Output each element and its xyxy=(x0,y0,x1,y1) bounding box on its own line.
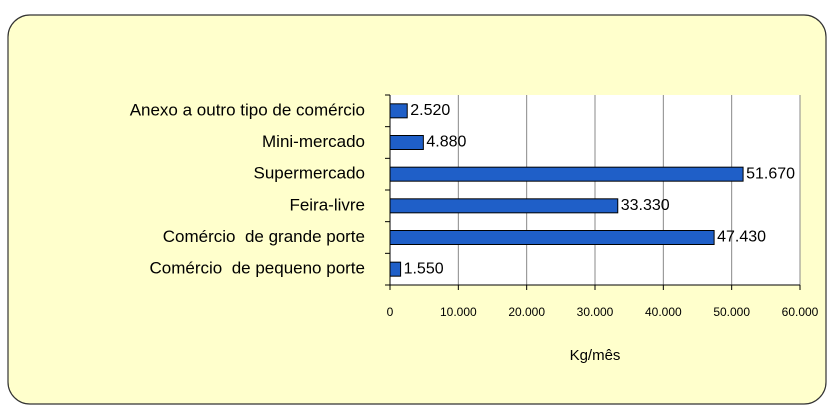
y-tick-label: Comércio de grande porte xyxy=(163,227,365,246)
x-tick-label: 60.000 xyxy=(782,305,819,319)
value-label: 2.520 xyxy=(410,102,450,119)
x-axis-label: Kg/mês xyxy=(570,347,621,364)
value-label: 47.430 xyxy=(717,229,766,246)
value-label: 4.880 xyxy=(426,134,466,151)
bar xyxy=(389,230,715,245)
x-tick-label: 30.000 xyxy=(577,305,614,319)
bar xyxy=(389,166,744,182)
bar xyxy=(389,198,619,214)
y-tick-label: Feira-livre xyxy=(289,195,365,214)
y-tick-label: Supermercado xyxy=(253,164,365,183)
bar xyxy=(389,103,408,119)
x-tick-label: 40.000 xyxy=(645,305,682,319)
x-tick-label: 20.000 xyxy=(508,305,545,319)
x-tick-label: 10.000 xyxy=(440,305,477,319)
y-tick-label: Mini-mercado xyxy=(262,132,365,151)
y-tick-label: Comércio de pequeno porte xyxy=(150,259,365,278)
value-label: 51.670 xyxy=(746,165,795,182)
y-tick-label: Anexo a outro tipo de comércio xyxy=(130,100,365,119)
x-tick-label: 0 xyxy=(387,305,394,319)
bar xyxy=(389,261,402,277)
value-label: 33.330 xyxy=(621,197,670,214)
x-tick-label: 50.000 xyxy=(713,305,750,319)
value-label: 1.550 xyxy=(404,260,444,277)
bar xyxy=(389,135,424,150)
